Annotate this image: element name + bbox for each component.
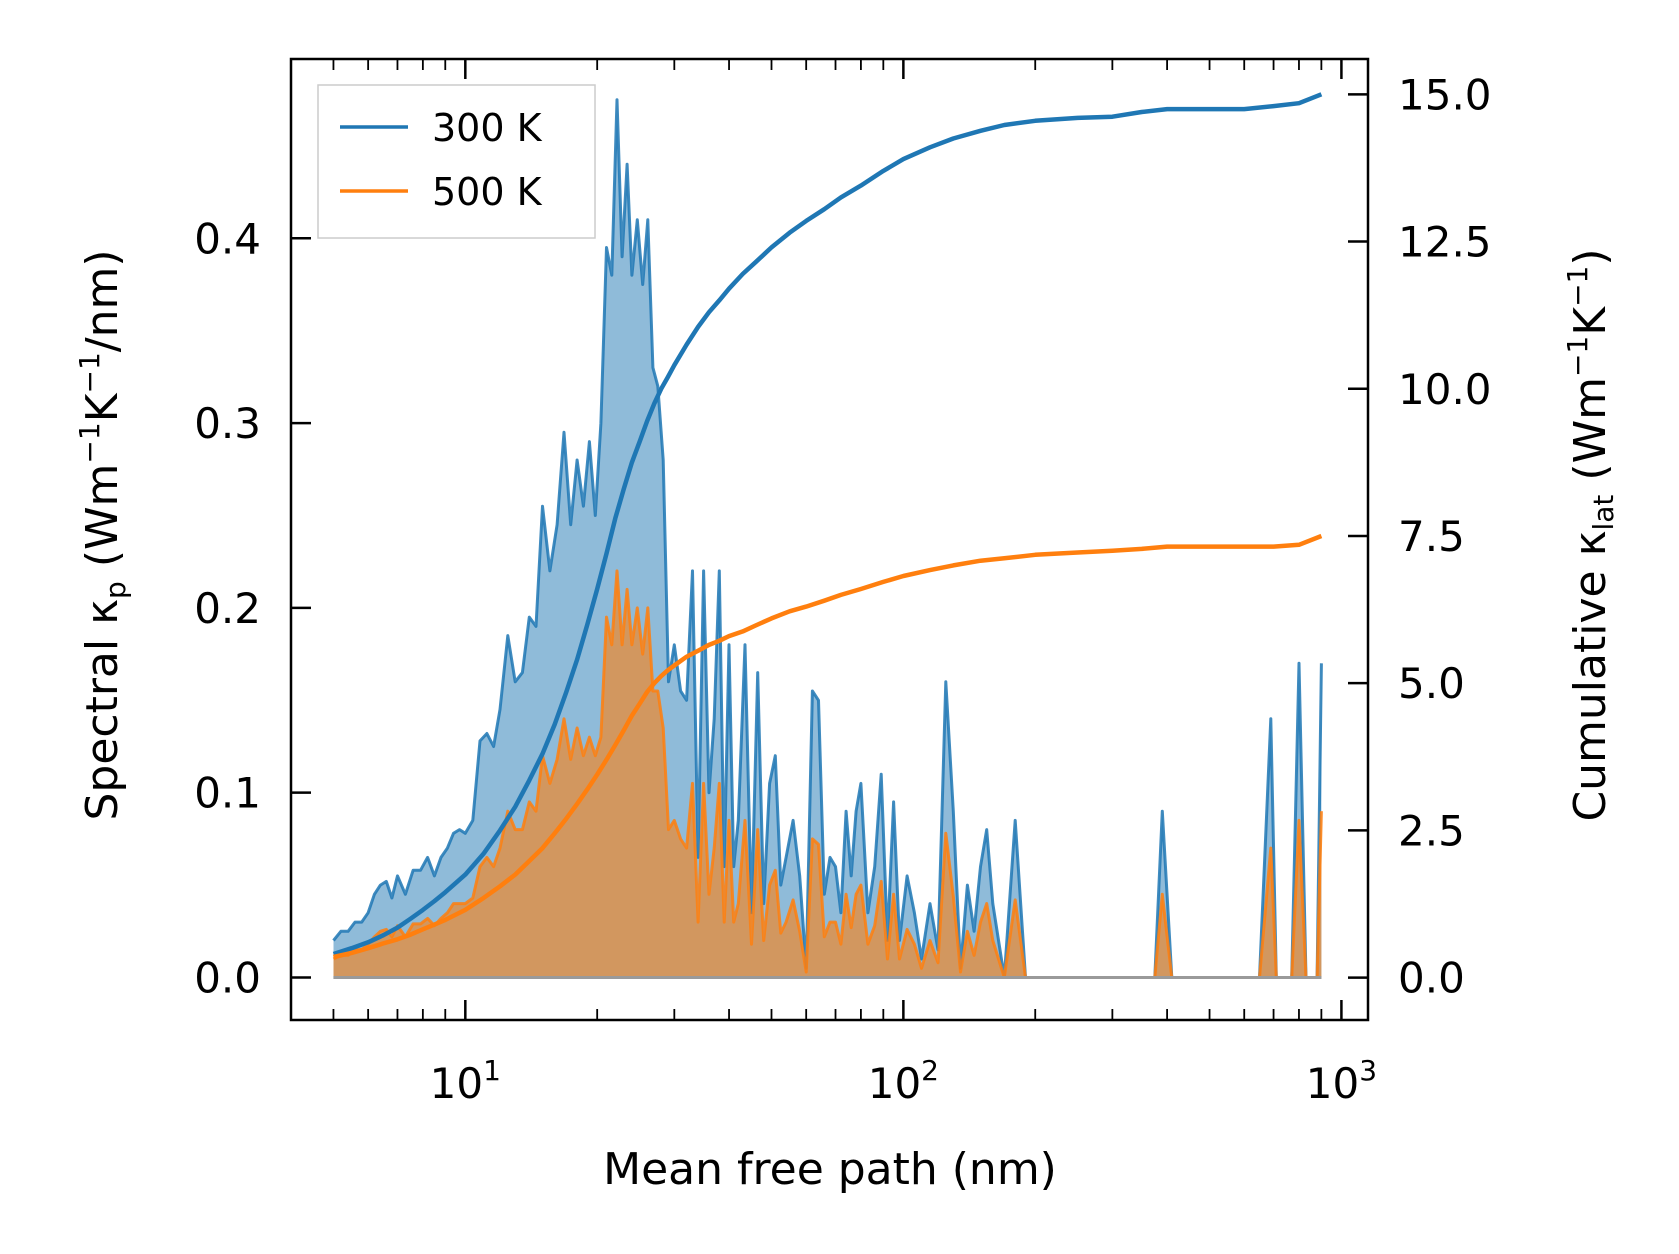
x-tick-label: 103 [1306,1054,1377,1108]
right-y-tick-label: 10.0 [1398,365,1492,414]
right-y-label-tail: ) [1565,248,1616,265]
right-y-label-exp1: −1 [1561,336,1594,377]
x-axis: 101 102 103 [290,59,1377,1108]
x-tick-label: 101 [430,1054,501,1108]
x-tick-label: 102 [868,1054,939,1108]
left-y-label-mid: K [77,392,128,422]
right-y-tick-label: 2.5 [1398,806,1465,855]
right-y-label-exp2: −1 [1561,266,1594,307]
right-y-tick-label: 7.5 [1398,512,1465,561]
right-y-label-mid: K [1565,306,1616,336]
left-y-label-exp1: −1 [73,422,106,463]
x-tick-label-exponent: 1 [483,1054,501,1087]
right-y-label-units: (Wm [1565,377,1616,495]
right-y-tick-label: 0.0 [1398,954,1465,1003]
right-y-label-main: Cumulative κ [1565,530,1616,821]
left-y-tick-label: 0.3 [194,399,261,448]
left-y-label-sub: p [99,581,132,599]
left-y-axis-label: Spectral κp (Wm−1K−1/nm) [73,249,132,820]
legend: 300 K 500 K [317,84,596,239]
cumulative-line-500k [333,533,1323,960]
x-tick-label-exponent: 3 [1359,1054,1377,1087]
legend-label-500k: 500 K [432,170,543,214]
right-y-axis-label: Cumulative κlat (Wm−1K−1) [1561,248,1620,821]
spectral-area-500k [333,570,1322,978]
cumulative-line-300k [332,92,1323,957]
x-axis-label: Mean free path (nm) [603,1144,1057,1195]
x-tick-label-base: 10 [868,1059,921,1108]
right-y-tick-label: 5.0 [1398,659,1465,708]
x-tick-label-base: 10 [430,1059,483,1108]
plot-frame [289,57,1370,1022]
plot-area [332,92,1323,979]
left-y-label-tail: /nm) [77,249,128,352]
right-y-tick-label: 15.0 [1398,70,1492,119]
x-tick-label-exponent: 2 [921,1054,939,1087]
right-y-axis: 0.0 2.5 5.0 7.5 10.0 12.5 15.0 [1348,70,1492,1003]
right-y-label-sub: lat [1587,495,1620,531]
left-y-label-exp2: −1 [73,352,106,393]
left-y-axis: 0.0 0.1 0.2 0.3 0.4 [194,214,311,1002]
left-y-tick-label: 0.4 [194,214,261,263]
legend-box [317,84,596,239]
right-y-tick-label: 12.5 [1398,218,1492,267]
x-tick-label-base: 10 [1306,1059,1359,1108]
legend-label-300k: 300 K [432,106,543,150]
left-y-label-main: Spectral κ [77,599,128,821]
left-y-tick-label: 0.0 [194,953,261,1002]
left-y-tick-label: 0.2 [194,584,261,633]
left-y-label-units: (Wm [77,464,128,582]
left-y-tick-label: 0.1 [194,769,261,818]
